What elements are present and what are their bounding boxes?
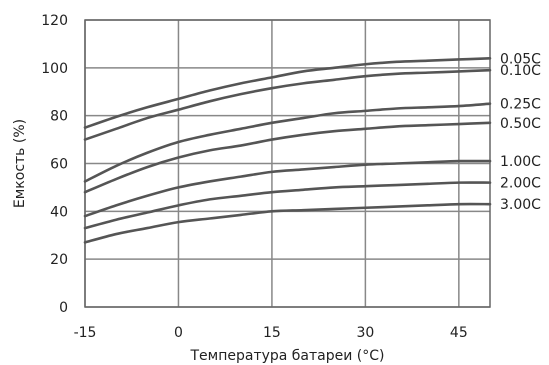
series-line-0.05C [83, 56, 492, 129]
y-tick-label: 0 [59, 300, 68, 316]
series-label-1.00C: 1.00C [500, 154, 541, 170]
series-line-0.25C [83, 102, 492, 183]
y-axis-ticks: 0 20 40 60 80 100 120 [41, 13, 68, 316]
y-tick-label: 40 [50, 204, 68, 220]
y-axis-label: Емкость (%) [12, 119, 28, 208]
series-line-0.50C [83, 121, 492, 194]
y-tick-label: 120 [41, 13, 68, 29]
x-tick-label: 30 [356, 325, 374, 341]
series-label-0.10C: 0.10C [500, 63, 541, 79]
y-tick-label: 60 [50, 157, 68, 173]
series-line-0.10C [83, 68, 492, 141]
x-axis-ticks: -15 0 15 30 45 [74, 325, 468, 341]
series-label-3.00C: 3.00C [500, 197, 541, 213]
x-axis-label: Температура батареи (°C) [189, 348, 384, 364]
series-lines [83, 56, 492, 244]
series-line-2.00C [83, 181, 492, 230]
series-label-0.25C: 0.25C [500, 97, 541, 113]
y-tick-label: 20 [50, 252, 68, 268]
series-label-0.05C: 0.05C [500, 51, 541, 67]
x-tick-label: -15 [74, 325, 97, 341]
y-tick-label: 80 [50, 109, 68, 125]
series-label-2.00C: 2.00C [500, 176, 541, 192]
x-tick-label: 0 [174, 325, 183, 341]
plot-frame [84, 19, 491, 308]
series-label-0.50C: 0.50C [500, 116, 541, 132]
series-line-3.00C [83, 202, 492, 244]
x-tick-label: 45 [450, 325, 468, 341]
x-tick-label: 15 [263, 325, 281, 341]
series-line-1.00C [83, 159, 492, 218]
y-tick-label: 100 [41, 61, 68, 77]
